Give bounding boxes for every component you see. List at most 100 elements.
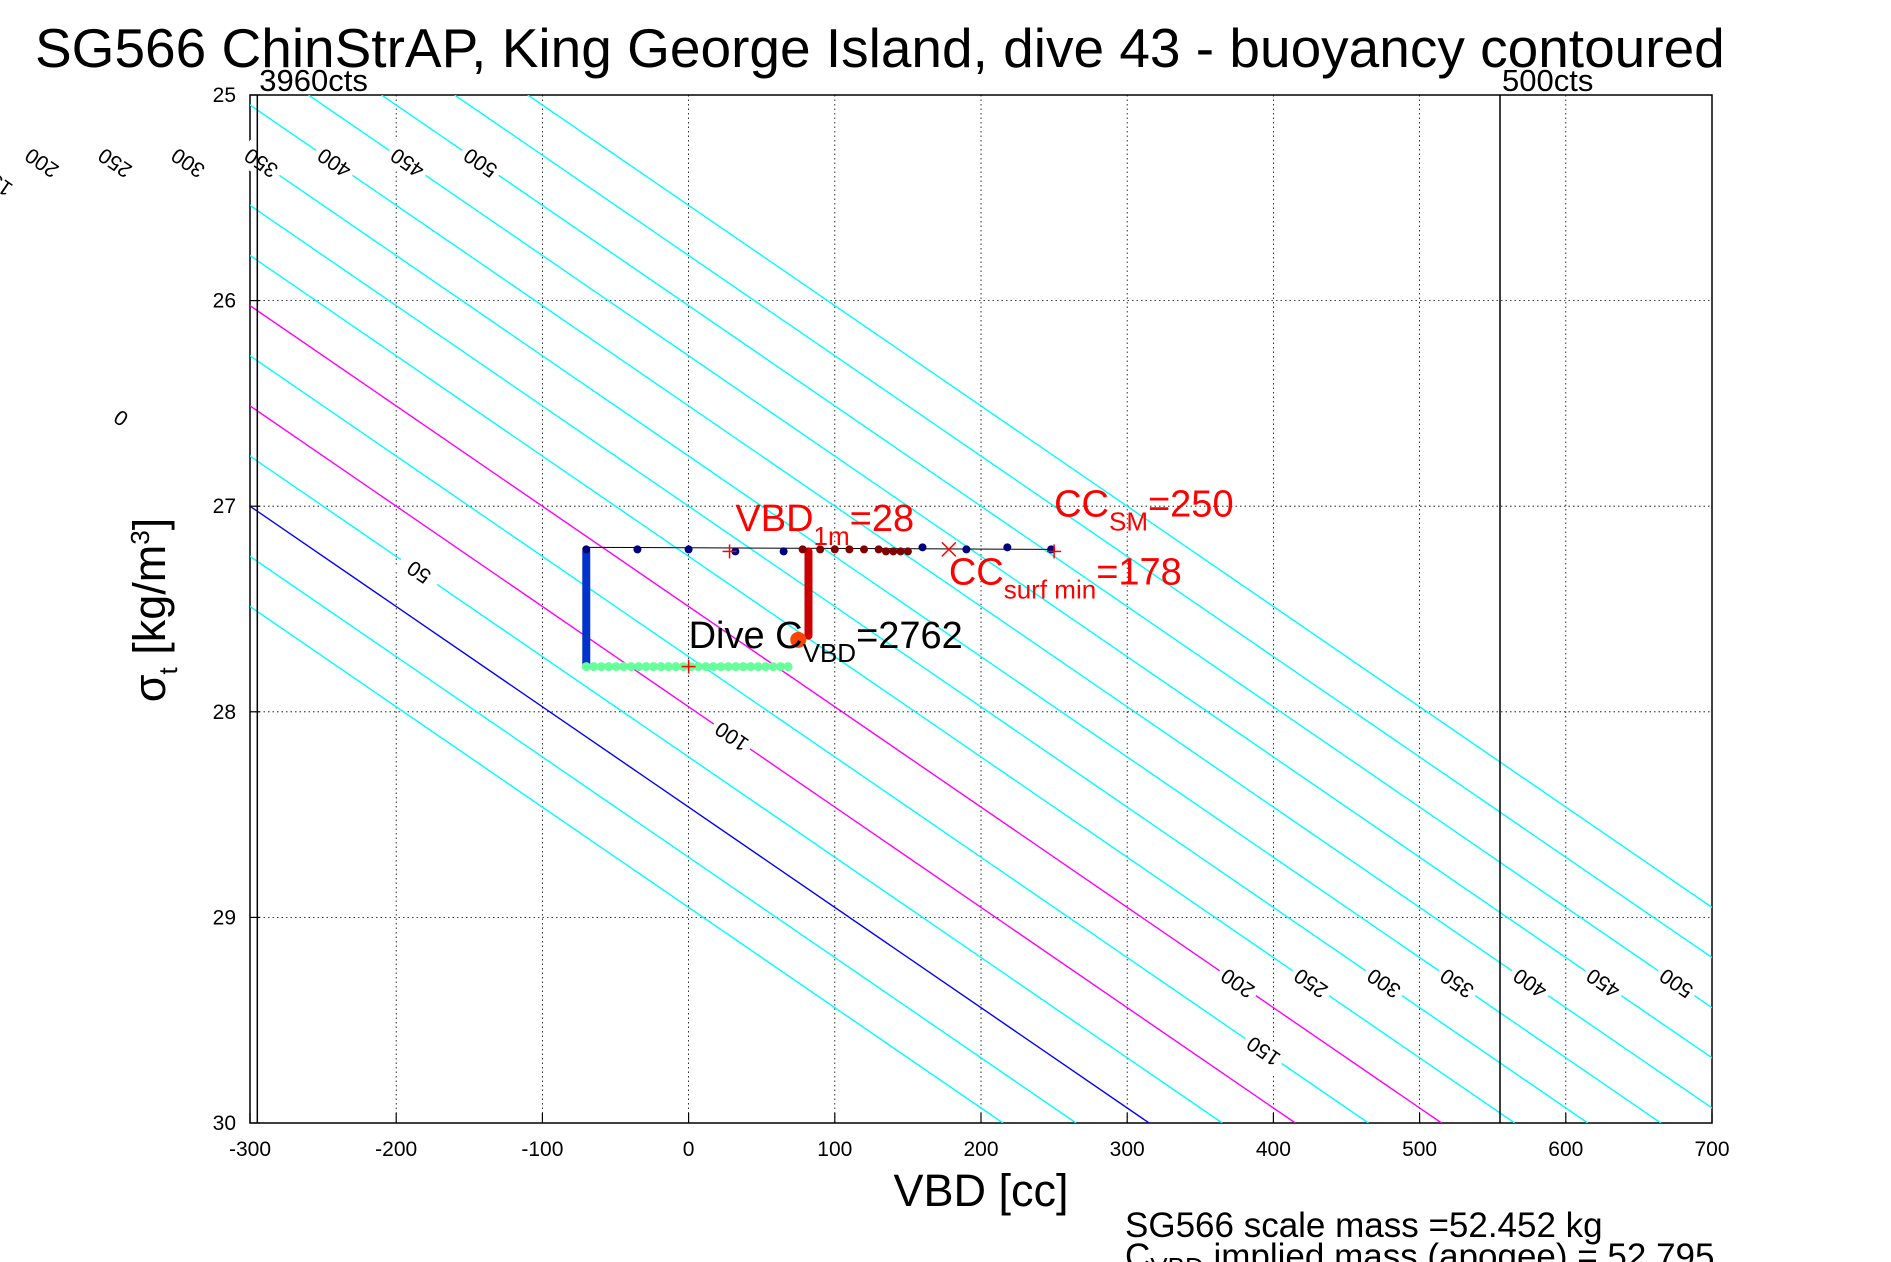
- y-axis-title: σt [kg/m3]: [124, 518, 183, 703]
- contour-label-bg: [89, 139, 141, 187]
- bottom-point: [768, 662, 778, 672]
- bottom-point: [589, 662, 599, 672]
- bottom-point: [716, 662, 726, 672]
- contour-line: [250, 304, 1442, 1123]
- x-tick-label: -100: [521, 1138, 563, 1161]
- footer-implied-mass: CVBD implied mass (apogee) = 52.795: [1125, 1237, 1714, 1262]
- contour-line: [308, 95, 1712, 1059]
- contour-line: [250, 154, 1662, 1123]
- contour-label-bg: [1285, 960, 1337, 1007]
- y-axis-title-sub: t: [153, 666, 183, 674]
- y-tick-label: 27: [213, 495, 236, 518]
- x-tick-label: 400: [1256, 1138, 1291, 1161]
- footer-c: C: [1125, 1237, 1150, 1262]
- contour-line: [250, 204, 1589, 1123]
- contour-line: [250, 354, 1369, 1123]
- annotation-main: CC: [1054, 483, 1109, 525]
- contour-line: [250, 555, 1077, 1123]
- footer-implied-rest: implied mass (apogee) = 52.795: [1204, 1237, 1715, 1262]
- y-axis-title-sigma: σ: [124, 674, 175, 702]
- surface-point: [830, 545, 839, 554]
- annotation-sub: surf min: [1004, 574, 1096, 604]
- x-tick-label: 0: [683, 1138, 695, 1161]
- contour-label-bg: [95, 394, 147, 441]
- x-tick-label: -200: [375, 1138, 417, 1161]
- cc-surf-min-marker: [941, 541, 957, 557]
- surface-point: [903, 547, 912, 556]
- x-axis-title: VBD [cc]: [893, 1165, 1068, 1216]
- y-tick-label: 26: [213, 290, 236, 313]
- footer-c-sub: VBD: [1150, 1252, 1203, 1262]
- annotation-main: CC: [949, 551, 1004, 593]
- annotation-value: =178: [1096, 551, 1182, 593]
- bottom-point: [671, 662, 681, 672]
- annotation-cc-sm: CCSM=250: [1054, 483, 1233, 536]
- bottom-point: [693, 662, 703, 672]
- surface-point: [779, 547, 788, 556]
- contour-line: [250, 104, 1712, 1109]
- contour-label-bg: [1238, 1027, 1290, 1075]
- bottom-point: [611, 662, 621, 672]
- contour-line: [250, 605, 1004, 1123]
- y-axis-title-unit: [kg/m: [124, 545, 175, 668]
- dive-path: [581, 541, 1062, 674]
- bottom-point: [723, 662, 733, 672]
- bottom-point: [581, 662, 591, 672]
- annotation-value: =250: [1148, 483, 1234, 525]
- contour-label-bg: [1650, 960, 1702, 1007]
- bottom-point: [746, 662, 756, 672]
- axis-ticks: -300 -200 -100 0 100 200 300 400 500 600 700 25 26 27…: [213, 84, 1730, 1161]
- surface-point: [881, 547, 890, 556]
- surface-point: [860, 545, 869, 554]
- contour-label-bg: [162, 139, 214, 187]
- x-tick-label: 300: [1110, 1138, 1145, 1161]
- contour-label-bg: [1431, 960, 1483, 1007]
- surface-point: [918, 543, 927, 552]
- vbd-limit-label: 500cts: [1502, 63, 1593, 98]
- x-tick-label: -300: [229, 1138, 271, 1161]
- y-tick-label: 28: [213, 701, 236, 724]
- surface-point: [889, 547, 898, 556]
- annotation-value: =2762: [856, 615, 963, 657]
- y-axis-title-end: ]: [124, 518, 175, 531]
- bottom-point: [731, 662, 741, 672]
- bottom-point: [649, 662, 659, 672]
- annotation-value: =28: [850, 498, 914, 540]
- contour-label-bg: [706, 713, 758, 760]
- contour-label: 150: [0, 162, 17, 201]
- surface-point: [633, 545, 642, 554]
- x-tick-label: 100: [817, 1138, 852, 1161]
- surface-point: [684, 545, 693, 554]
- bottom-point: [604, 662, 614, 672]
- contour-label-bg: [381, 139, 433, 187]
- annotation-vbd-1m: VBD1m=28: [735, 498, 914, 551]
- bottom-point: [753, 662, 763, 672]
- vbd-limit-label: 3960cts: [259, 63, 368, 98]
- buoyancy-contours: [250, 95, 1712, 1123]
- annotation-main: Dive C: [689, 615, 803, 657]
- grid-lines: [249, 94, 1713, 1124]
- apogee-point: [790, 631, 807, 648]
- bottom-point: [641, 662, 651, 672]
- surface-point: [582, 545, 591, 554]
- contour-line: [527, 95, 1712, 909]
- y-tick-label: 29: [213, 906, 236, 929]
- y-tick-label: 25: [213, 84, 236, 107]
- surface-point: [845, 545, 854, 554]
- y-tick-label: 30: [213, 1112, 236, 1135]
- bottom-point: [701, 662, 711, 672]
- contour-label-bg: [235, 139, 287, 187]
- surface-point: [798, 545, 807, 554]
- contour-line: [381, 95, 1712, 1009]
- surface-point: [1003, 543, 1012, 552]
- x-tick-label: 500: [1402, 1138, 1437, 1161]
- bottom-point: [776, 662, 786, 672]
- bottom-point: [634, 662, 644, 672]
- surface-point: [896, 547, 905, 556]
- contour-label-bg: [1577, 960, 1629, 1007]
- annotation-sub: 1m: [814, 521, 850, 551]
- contour-label-bg: [1212, 960, 1264, 1007]
- contour-label-bg: [1358, 960, 1410, 1007]
- surface-point: [816, 545, 825, 554]
